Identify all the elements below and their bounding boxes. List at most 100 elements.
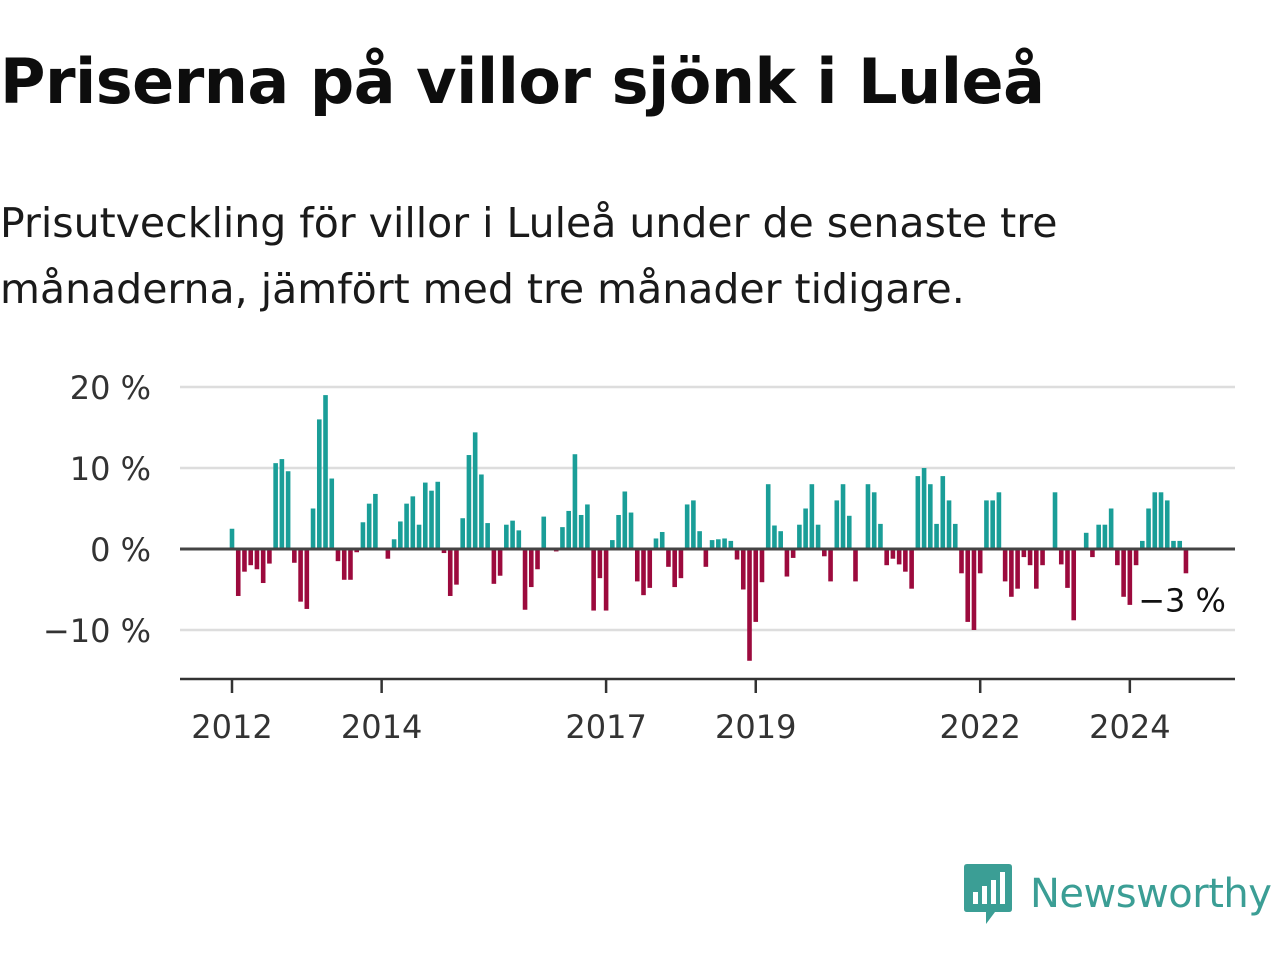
bar (341, 549, 347, 580)
bar (765, 484, 771, 549)
bar (716, 539, 721, 549)
bar (229, 528, 235, 549)
bar (959, 549, 964, 574)
bar (354, 549, 359, 553)
bar (516, 530, 522, 549)
bar (647, 549, 653, 588)
bar (871, 492, 877, 549)
bar (541, 516, 547, 549)
bar (834, 500, 840, 549)
bar (772, 525, 777, 549)
bar (366, 503, 372, 549)
bar (479, 474, 484, 549)
bar (1027, 549, 1033, 566)
axis-layer: −10 % 0 % 10 % 20 % 2012 2014 2017 2019 2022 2024… (43, 369, 1235, 746)
bar-chart-speech-bubble-icon (964, 864, 1012, 924)
bar (946, 500, 952, 549)
bar (591, 549, 596, 611)
bar (404, 503, 409, 549)
bar (996, 492, 1002, 549)
bar (928, 484, 933, 549)
bar (235, 549, 241, 596)
bar (797, 524, 802, 549)
bar (984, 500, 989, 549)
bar (398, 521, 403, 549)
bar (1071, 549, 1077, 621)
bar (273, 463, 278, 549)
bar (1158, 492, 1164, 549)
bar (977, 549, 983, 574)
bar (310, 508, 316, 549)
bar (1058, 549, 1064, 565)
bar (659, 531, 665, 549)
bar (560, 527, 565, 549)
bar (254, 549, 260, 570)
bar (504, 524, 509, 549)
bar (1108, 508, 1114, 549)
bar (1127, 549, 1133, 605)
bar (528, 549, 534, 588)
bar (853, 549, 858, 582)
bar (616, 514, 621, 549)
bar (734, 549, 740, 560)
bar (585, 504, 590, 549)
bar (697, 531, 702, 549)
bar (510, 520, 515, 549)
x-tick-label: 2017 (565, 708, 646, 746)
bar (316, 419, 322, 549)
bar (466, 455, 472, 549)
bar (578, 514, 584, 549)
bar (747, 549, 752, 661)
bar (828, 549, 833, 582)
bar (348, 549, 353, 580)
bar (709, 540, 715, 549)
bar (952, 523, 958, 549)
bar (298, 549, 303, 602)
grid-layer (180, 385, 1235, 632)
bar (385, 549, 391, 559)
bar (934, 523, 939, 549)
bars-layer (229, 395, 1189, 661)
bar (753, 549, 759, 622)
bar (1002, 549, 1008, 582)
brand-name: Newsworthy (1030, 871, 1272, 917)
bar (809, 484, 815, 549)
bar (890, 549, 896, 559)
bar (1152, 492, 1158, 549)
bar (285, 471, 291, 549)
bar (429, 490, 434, 549)
bar (815, 524, 821, 549)
bar (1140, 540, 1145, 549)
bar (722, 538, 727, 549)
bar (878, 523, 883, 549)
bar (653, 538, 659, 549)
bar-chart: −10 % 0 % 10 % 20 % 2012 2014 2017 2019 2022 2024… (43, 369, 1235, 746)
bar (441, 549, 447, 554)
bar (896, 549, 902, 565)
bar (990, 500, 995, 549)
bar (603, 549, 609, 611)
bar (335, 549, 341, 562)
bar (373, 493, 378, 549)
bar (1052, 492, 1058, 549)
y-tick-label: 10 % (70, 450, 151, 488)
bar (497, 549, 503, 576)
bar (323, 395, 328, 549)
bar (903, 549, 908, 572)
bar (909, 549, 914, 589)
bar (728, 540, 734, 549)
bar (566, 510, 571, 549)
x-tick-label: 2019 (715, 708, 796, 746)
bar (242, 549, 247, 572)
bar (597, 549, 603, 579)
page-title: Priserna på villor sjönk i Luleå (0, 45, 1045, 118)
bar (628, 512, 634, 549)
bar (1164, 500, 1170, 549)
bar (460, 518, 465, 549)
bar (304, 549, 310, 609)
bar (940, 476, 946, 549)
bar (840, 484, 846, 549)
bar (865, 484, 871, 549)
brand-logo: Newsworthy (962, 862, 1272, 926)
bar (846, 515, 852, 549)
